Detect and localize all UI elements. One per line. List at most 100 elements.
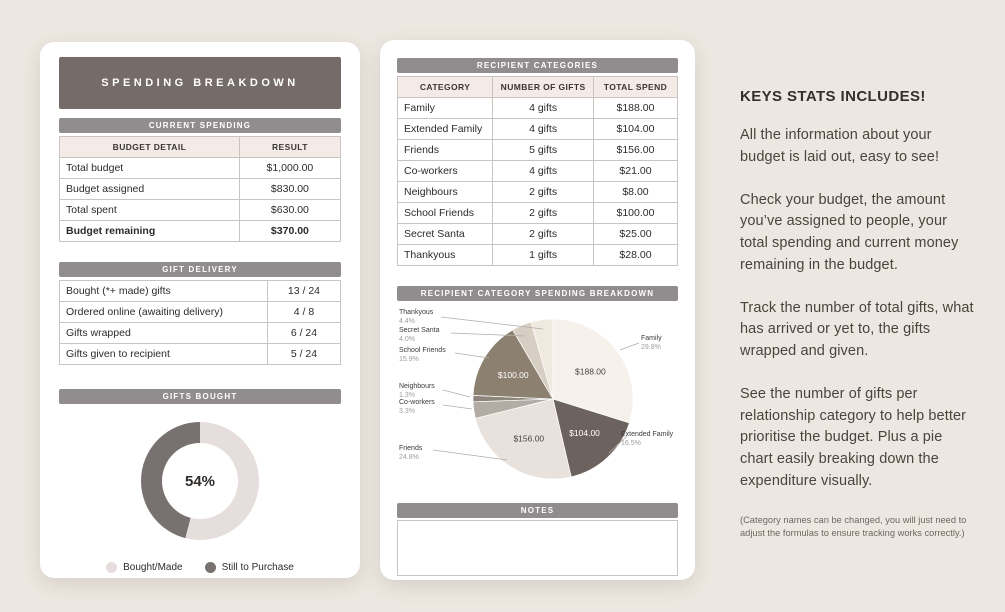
pie-slice-family [552, 318, 634, 424]
pie-label-friends: Friends 24.8% [399, 445, 423, 461]
cell-label: Total budget [59, 157, 240, 179]
table-row: Co-workers 4 gifts $21.00 [396, 160, 679, 182]
recipient-categories-card: RECIPIENT CATEGORIES CATEGORY NUMBER OF … [380, 40, 695, 580]
table-row: Friends 5 gifts $156.00 [396, 139, 679, 161]
cell-label: Total spent [59, 199, 240, 221]
pie-slice-extended-family [552, 398, 630, 478]
table-row: Gifts wrapped 6 / 24 [59, 322, 342, 344]
pie-slice-thankyous [530, 318, 554, 400]
column-header-budget-detail: BUDGET DETAIL [59, 136, 240, 158]
cell-label: Budget remaining [59, 220, 240, 242]
footnote-text: (Category names can be changed, you will… [740, 514, 967, 538]
cell-value: $370.00 [238, 220, 342, 242]
donut-legend: Bought/Made Still to Purchase [106, 562, 294, 573]
pie-amount-label: $156.00 [513, 434, 544, 444]
description-paragraph: Track the number of total gifts, what ha… [740, 299, 974, 360]
gift-delivery-table: Bought (*+ made) gifts 13 / 24 Ordered o… [59, 280, 342, 365]
cell-category: Extended Family [396, 118, 494, 140]
cell-gifts: 2 gifts [492, 202, 594, 224]
cell-value: 13 / 24 [266, 280, 342, 302]
recipient-pie-chart: $188.00 $104.00 $156.00 $100.00 [432, 316, 640, 480]
right-panel: KEYS STATS INCLUDES! All the information… [740, 88, 976, 540]
table-row: Total spent $630.00 [59, 199, 342, 221]
table-row: Budget remaining $370.00 [59, 220, 342, 242]
cell-gifts: 4 gifts [492, 118, 594, 140]
column-header-category: CATEGORY [396, 76, 494, 98]
notes-section-bar: NOTES [397, 503, 678, 518]
cell-spend: $100.00 [592, 202, 679, 224]
pie-amount-label: $104.00 [569, 428, 600, 438]
legend-label: Bought/Made [123, 562, 183, 573]
description-paragraph: All the information about your budget is… [740, 127, 940, 165]
cell-category: Friends [396, 139, 494, 161]
cell-spend: $188.00 [592, 97, 679, 119]
pie-label-family: Family 29.8% [641, 335, 662, 351]
cell-value: $830.00 [238, 178, 342, 200]
cell-value: 4 / 8 [266, 301, 342, 323]
spending-breakdown-pie-section-bar: RECIPIENT CATEGORY SPENDING BREAKDOWN [397, 286, 678, 301]
pie-label-secret-santa: Secret Santa 4.0% [399, 327, 440, 343]
cell-label: Gifts wrapped [59, 322, 268, 344]
spending-breakdown-card: SPENDING BREAKDOWN CURRENT SPENDING BUDG… [40, 42, 360, 578]
notes-empty-area [397, 520, 678, 576]
cell-gifts: 4 gifts [492, 97, 594, 119]
table-row: Extended Family 4 gifts $104.00 [396, 118, 679, 140]
cell-value: 6 / 24 [266, 322, 342, 344]
cell-value: 5 / 24 [266, 343, 342, 365]
gifts-bought-donut: 54% [141, 422, 259, 540]
pie-label-co-workers: Co-workers 3.3% [399, 399, 435, 415]
cell-label: Ordered online (awaiting delivery) [59, 301, 268, 323]
legend-dot-light [106, 562, 118, 573]
legend-item-still-to-purchase: Still to Purchase [204, 562, 294, 573]
pie-leader-lines [432, 316, 640, 461]
table-row: Budget assigned $830.00 [59, 178, 342, 200]
cell-label: Bought (*+ made) gifts [59, 280, 268, 302]
column-header-number-of-gifts: NUMBER OF GIFTS [492, 76, 594, 98]
table-row: Thankyous 1 gifts $28.00 [396, 244, 679, 266]
table-row: Neighbours 2 gifts $8.00 [396, 181, 679, 203]
cell-spend: $25.00 [592, 223, 679, 245]
recipient-categories-section-bar: RECIPIENT CATEGORIES [397, 58, 678, 73]
pie-label-school-friends: School Friends 15.9% [399, 347, 446, 363]
legend-item-bought-made: Bought/Made [106, 562, 183, 573]
gifts-bought-chart-area: 54% Bought/Made Still to Purchase [59, 422, 341, 573]
table-row: Family 4 gifts $188.00 [396, 97, 679, 119]
legend-dot-dark [204, 562, 216, 573]
pie-label-neighbours: Neighbours 1.3% [399, 383, 435, 399]
description-paragraph: See the number of gifts per relationship… [740, 385, 967, 489]
donut-center-label: 54% [162, 443, 238, 519]
pie-label-extended-family: Extended Family 16.5% [621, 431, 674, 447]
table-row: School Friends 2 gifts $100.00 [396, 202, 679, 224]
recipient-categories-table: CATEGORY NUMBER OF GIFTS TOTAL SPEND Fam… [396, 76, 679, 266]
cell-spend: $28.00 [592, 244, 679, 266]
cell-category: Secret Santa [396, 223, 494, 245]
pie-amount-label: $100.00 [498, 370, 529, 380]
column-header-result: RESULT [238, 136, 342, 158]
legend-label: Still to Purchase [221, 562, 294, 573]
cell-gifts: 5 gifts [492, 139, 594, 161]
gifts-bought-section-bar: GIFTS BOUGHT [59, 389, 341, 404]
cell-gifts: 2 gifts [492, 223, 594, 245]
cell-value: $630.00 [238, 199, 342, 221]
cell-value: $1,000.00 [238, 157, 342, 179]
cell-category: Neighbours [396, 181, 494, 203]
gift-delivery-section-bar: GIFT DELIVERY [59, 262, 341, 277]
table-row: Total budget $1,000.00 [59, 157, 342, 179]
cell-spend: $156.00 [592, 139, 679, 161]
spending-breakdown-title: SPENDING BREAKDOWN [59, 57, 341, 109]
table-row: Secret Santa 2 gifts $25.00 [396, 223, 679, 245]
cell-category: Family [396, 97, 494, 119]
cell-label: Gifts given to recipient [59, 343, 268, 365]
current-spending-section-bar: CURRENT SPENDING [59, 118, 341, 133]
table-header-row: BUDGET DETAIL RESULT [59, 136, 342, 158]
table-row: Gifts given to recipient 5 / 24 [59, 343, 342, 365]
pie-label-thankyous: Thankyous 4.4% [399, 309, 434, 325]
table-row: Ordered online (awaiting delivery) 4 / 8 [59, 301, 342, 323]
table-row: Bought (*+ made) gifts 13 / 24 [59, 280, 342, 302]
pie-slice-friends [474, 398, 572, 480]
cell-spend: $8.00 [592, 181, 679, 203]
table-header-row: CATEGORY NUMBER OF GIFTS TOTAL SPEND [396, 76, 679, 98]
cell-spend: $104.00 [592, 118, 679, 140]
pie-amount-label: $188.00 [575, 367, 606, 377]
column-header-total-spend: TOTAL SPEND [592, 76, 679, 98]
